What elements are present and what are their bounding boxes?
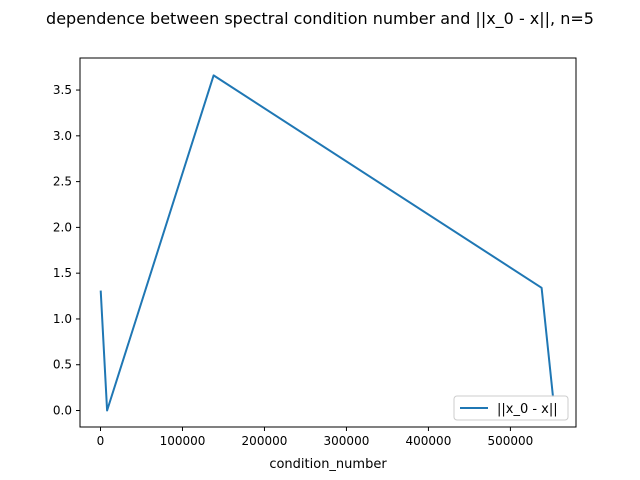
y-tick-label: 1.0 <box>53 312 72 326</box>
x-tick-label: 300000 <box>324 434 370 448</box>
x-axis-label: condition_number <box>269 457 387 472</box>
chart-title: dependence between spectral condition nu… <box>46 9 594 29</box>
axes-frame <box>79 57 577 428</box>
x-tick-label: 200000 <box>242 434 288 448</box>
x-tick-label: 400000 <box>406 434 452 448</box>
x-tick-label: 500000 <box>488 434 534 448</box>
y-tick-label: 3.0 <box>53 129 72 143</box>
y-tick-label: 0.0 <box>53 404 72 418</box>
y-tick-label: 0.5 <box>53 358 72 372</box>
y-tick-label: 1.5 <box>53 266 72 280</box>
y-axis-ticks: 0.0 0.5 1.0 1.5 2.0 2.5 3.0 3.5 <box>53 83 80 418</box>
legend: ||x_0 - x|| <box>453 395 569 421</box>
y-tick-label: 3.5 <box>53 83 72 97</box>
x-axis-ticks: 0 100000 200000 300000 400000 500000 <box>97 427 534 448</box>
legend-series-label: ||x_0 - x|| <box>497 402 558 417</box>
y-tick-label: 2.0 <box>53 220 72 234</box>
axes-background <box>80 58 576 427</box>
plot-area: 0 100000 200000 300000 400000 500000 0.0 0.5 1.… <box>53 57 577 448</box>
y-tick-label: 2.5 <box>53 175 72 189</box>
x-tick-label: 100000 <box>160 434 206 448</box>
series-line <box>99 74 554 412</box>
series-group <box>99 74 554 412</box>
x-tick-label: 0 <box>97 434 105 448</box>
legend-box <box>453 395 569 421</box>
